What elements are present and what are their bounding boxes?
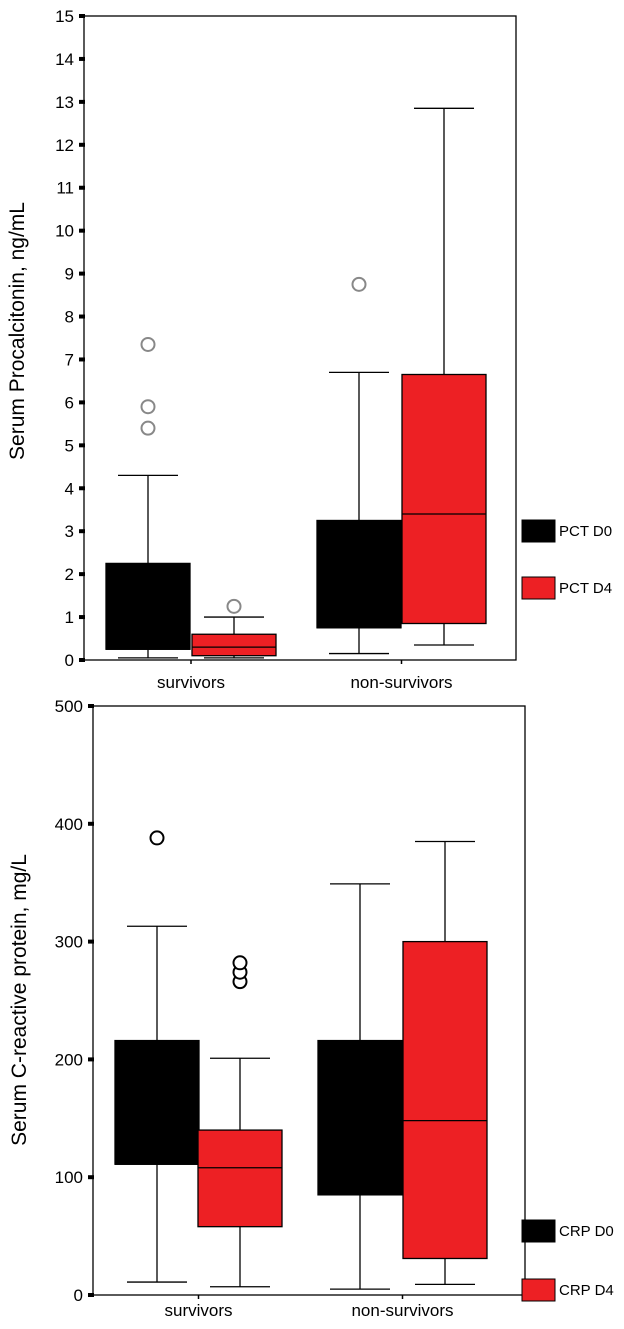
legend-swatch <box>521 1278 556 1302</box>
y-tick-label: 0 <box>65 651 74 670</box>
y-tick-label: 500 <box>55 697 83 716</box>
x-category-label: survivors <box>157 673 225 692</box>
y-tick-label: 7 <box>65 350 74 369</box>
box-pct-d4 <box>401 373 487 625</box>
box-crp-d0 <box>114 1039 200 1165</box>
outlier-point <box>351 276 367 292</box>
chart-panel-2: 0 100 200 300 400 500 Serum C-reactive protein… <box>8 697 614 1320</box>
y-tick-label: 3 <box>65 522 74 541</box>
box-crp-d0 <box>317 1039 403 1196</box>
outlier-point <box>226 598 242 614</box>
y-tick-label: 300 <box>55 933 83 952</box>
y-tick-label: 9 <box>65 265 74 284</box>
legend-swatch <box>521 1219 556 1243</box>
legend-label: PCT D4 <box>559 580 612 597</box>
y-tick-label: 0 <box>74 1286 83 1305</box>
plot-frame <box>83 15 517 661</box>
outlier-point <box>140 399 156 415</box>
legend-label: PCT D0 <box>559 523 612 540</box>
legend-swatch <box>521 519 556 543</box>
box-crp-d4 <box>402 940 488 1260</box>
y-tick-label: 5 <box>65 436 74 455</box>
box-pct-d0 <box>316 519 402 629</box>
outlier-point <box>149 830 165 846</box>
plot-frame <box>92 705 526 1296</box>
outlier-point <box>140 420 156 436</box>
y-tick-label: 400 <box>55 815 83 834</box>
y-tick-label: 1 <box>65 608 74 627</box>
y-tick-label: 200 <box>55 1050 83 1069</box>
legend-swatch <box>521 576 556 600</box>
x-category-label: survivors <box>164 1301 232 1320</box>
outlier-point <box>140 336 156 352</box>
box-pct-d4 <box>191 633 277 657</box>
y-tick-label: 100 <box>55 1168 83 1187</box>
y-tick-label: 4 <box>65 479 74 498</box>
x-category-label: non-survivors <box>350 673 452 692</box>
y-axis-title: Serum C-reactive protein, mg/L <box>8 854 31 1146</box>
y-tick-label: 6 <box>65 393 74 412</box>
y-tick-label: 11 <box>56 179 74 198</box>
legend-label: CRP D0 <box>559 1223 614 1240</box>
y-tick-label: 14 <box>55 50 74 69</box>
y-tick-label: 2 <box>65 565 74 584</box>
box-crp-d4 <box>197 1129 283 1228</box>
x-category-label: non-survivors <box>351 1301 453 1320</box>
outlier-point <box>232 955 248 971</box>
y-tick-label: 12 <box>55 136 74 155</box>
legend-label: CRP D4 <box>559 1282 614 1299</box>
y-axis-title: Serum Procalcitonin, ng/mL <box>6 202 29 460</box>
box-pct-d0 <box>105 562 191 650</box>
y-tick-label: 13 <box>55 93 74 112</box>
y-tick-label: 10 <box>55 222 74 241</box>
y-tick-label: 8 <box>65 308 74 327</box>
y-tick-label: 15 <box>55 7 74 26</box>
